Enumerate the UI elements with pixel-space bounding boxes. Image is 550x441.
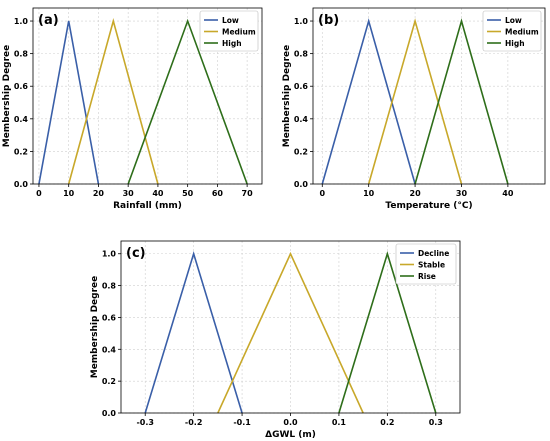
- y-axis-label: Membership Degree: [2, 45, 12, 148]
- panel-label: (b): [318, 13, 339, 28]
- series-line-high: [127, 18, 248, 185]
- y-tick-label: 0.6: [294, 82, 309, 91]
- series-line-low: [38, 20, 100, 185]
- legend-label-low: Low: [222, 16, 239, 25]
- y-tick-label: 0.8: [14, 50, 29, 59]
- series-line-rise: [338, 250, 437, 414]
- x-tick-label: 20: [93, 189, 105, 198]
- y-tick-label: 0.0: [102, 409, 117, 418]
- x-tick-label: 60: [212, 189, 224, 198]
- legend-label-rise: Rise: [418, 272, 436, 281]
- y-tick-label: 0.2: [14, 147, 28, 156]
- chart-panel-3: -0.3 -0.2 -0.1 0.0 0.1 0.2 0.3 0.0 0.2 0.4 0.6 0.8 1…: [90, 240, 461, 440]
- x-tick-label: -0.3: [136, 418, 154, 427]
- x-axis-label: ΔGWL (m): [265, 430, 316, 440]
- x-tick-label: 30: [123, 189, 135, 198]
- y-tick-label: 0.4: [14, 115, 29, 124]
- x-tick-label: 20: [410, 189, 422, 198]
- legend-box: [199, 10, 259, 52]
- legend-box: [482, 10, 542, 52]
- x-axis-label: Rainfall (mm): [113, 201, 182, 211]
- legend-label-medium: Medium: [222, 28, 256, 37]
- y-axis-label: Membership Degree: [90, 276, 100, 379]
- legend: Low Medium High: [482, 10, 542, 52]
- series-line-decline: [144, 250, 243, 414]
- x-tick-label: -0.1: [233, 418, 251, 427]
- y-tick-label: 0.0: [294, 180, 309, 189]
- legend-label-low: Low: [505, 16, 522, 25]
- legend: Low Medium High: [199, 10, 259, 52]
- legend-label-medium: Medium: [505, 28, 539, 37]
- legend-label-high: High: [505, 39, 525, 48]
- chart-panel-1: 0 10 20 30 40 50 60 70 0.0 0.2 0.4 0.6 0.8 1.0 Rainfal…: [2, 7, 263, 211]
- y-tick-label: 0.8: [102, 282, 117, 291]
- y-tick-label: 1.0: [294, 17, 309, 26]
- x-tick-label: -0.2: [185, 418, 203, 427]
- y-tick-label: 0.4: [102, 345, 117, 354]
- legend: Decline Stable Rise: [395, 243, 457, 285]
- x-tick-label: 10: [363, 189, 375, 198]
- series-line-medium: [67, 18, 159, 185]
- x-tick-label: 0.1: [332, 418, 347, 427]
- x-tick-label: 40: [152, 189, 164, 198]
- legend-box: [395, 243, 457, 285]
- x-tick-label: 50: [182, 189, 194, 198]
- legend-label-high: High: [222, 39, 242, 48]
- y-tick-label: 0.2: [102, 377, 116, 386]
- legend-label-stable: Stable: [418, 261, 445, 270]
- series-line-stable: [217, 251, 364, 414]
- y-tick-label: 0.4: [294, 115, 309, 124]
- y-tick-label: 1.0: [102, 250, 117, 259]
- x-tick-label: 70: [242, 189, 254, 198]
- x-tick-label: 0.3: [429, 418, 443, 427]
- y-axis-label: Membership Degree: [282, 45, 292, 148]
- y-tick-label: 0.6: [102, 313, 117, 322]
- y-tick-label: 0.2: [294, 147, 308, 156]
- y-tick-label: 1.0: [14, 17, 29, 26]
- panel-label: (c): [126, 246, 146, 261]
- series-line-low: [321, 18, 416, 185]
- x-tick-label: 0.0: [283, 418, 298, 427]
- x-tick-label: 0: [36, 189, 42, 198]
- axes-frame: [32, 7, 263, 185]
- panel-label: (a): [38, 13, 59, 28]
- y-tick-label: 0.6: [14, 82, 29, 91]
- x-axis-label: Temperature (°C): [385, 201, 472, 211]
- series-line-medium: [367, 18, 463, 185]
- axes-frame: [312, 7, 546, 185]
- x-tick-label: 30: [456, 189, 468, 198]
- x-tick-label: 0.2: [380, 418, 394, 427]
- x-tick-label: 0: [319, 189, 325, 198]
- series-line-high: [414, 18, 509, 185]
- x-tick-label: 10: [63, 189, 75, 198]
- x-tick-label: 40: [502, 189, 514, 198]
- chart-panel-2: 0 10 20 30 40 0.0 0.2 0.4 0.6 0.8 1.0 Temperature (…: [282, 7, 546, 211]
- y-tick-label: 0.0: [14, 180, 29, 189]
- y-tick-label: 0.8: [294, 50, 309, 59]
- legend-label-decline: Decline: [418, 249, 449, 258]
